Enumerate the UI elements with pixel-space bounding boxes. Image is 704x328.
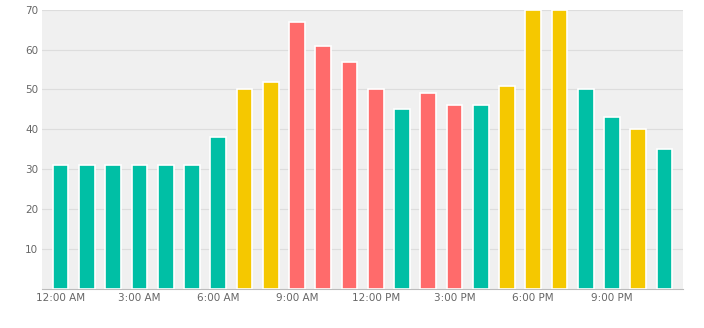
Bar (604, 117, 620, 289)
Bar (367, 90, 384, 289)
Bar (106, 165, 121, 289)
Bar (79, 165, 95, 289)
Bar (315, 46, 331, 289)
Bar (552, 10, 567, 289)
Bar (630, 129, 646, 289)
Bar (53, 165, 68, 289)
Bar (184, 165, 200, 289)
Bar (578, 90, 593, 289)
Bar (499, 86, 515, 289)
Bar (473, 105, 489, 289)
Bar (158, 165, 173, 289)
Bar (289, 22, 305, 289)
Bar (394, 110, 410, 289)
Bar (525, 10, 541, 289)
Bar (341, 62, 358, 289)
Bar (446, 105, 463, 289)
Bar (210, 137, 226, 289)
Bar (263, 82, 279, 289)
Bar (420, 93, 436, 289)
Bar (237, 90, 252, 289)
Bar (132, 165, 147, 289)
Bar (657, 149, 672, 289)
